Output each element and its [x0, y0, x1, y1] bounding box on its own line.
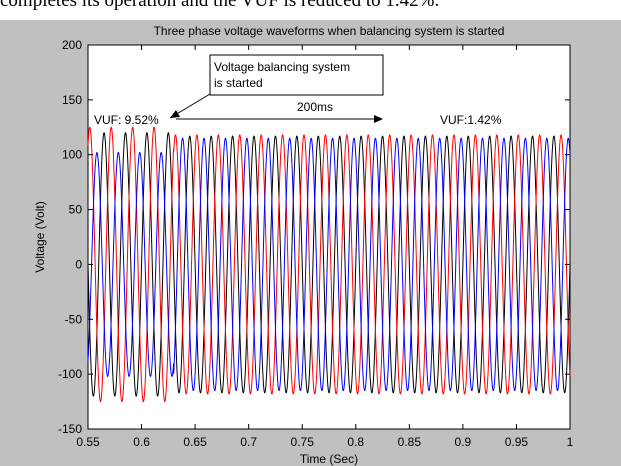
annotation-arrow-head [170, 110, 180, 118]
x-tick-label: 0.9 [455, 435, 472, 449]
caption-text: completes its operation and the VUF is r… [0, 0, 440, 11]
y-tick-label: 100 [62, 148, 82, 162]
y-tick-label: 50 [69, 203, 83, 217]
x-tick-label: 0.8 [347, 435, 364, 449]
x-tick-label: 0.85 [398, 435, 422, 449]
y-tick-label: 0 [75, 257, 82, 271]
series-line-2 [87, 137, 571, 392]
x-tick-label: 0.75 [291, 435, 315, 449]
x-axis-label: Time (Sec) [300, 452, 358, 466]
interval-label: 200ms [297, 100, 333, 114]
y-tick-label: -150 [58, 422, 82, 436]
y-tick-label: -50 [65, 312, 83, 326]
x-tick-label: 0.95 [505, 435, 529, 449]
x-tick-label: 0.65 [183, 435, 207, 449]
figure-window: Three phase voltage waveforms when balan… [0, 20, 621, 466]
y-axis-label: Voltage (Volt) [33, 201, 47, 272]
chart-svg: Three phase voltage waveforms when balan… [33, 24, 574, 466]
annotation-box [209, 54, 384, 96]
annotation-box-line-2: is started [214, 76, 263, 90]
annotation-box-line-1: Voltage balancing system [214, 60, 350, 74]
x-tick-label: 1 [567, 435, 574, 449]
annotations: Voltage balancing system is started VUF:… [94, 54, 502, 127]
caption-strip: completes its operation and the VUF is r… [0, 0, 621, 20]
series-line-0 [87, 132, 571, 397]
x-tick-label: 0.6 [133, 435, 150, 449]
vuf-after-label: VUF:1.42% [440, 113, 502, 127]
y-tick-label: -100 [58, 367, 82, 381]
y-tick-label: 150 [62, 93, 82, 107]
interval-arrow-head [374, 115, 383, 123]
axis-ticks: 0.55 0.6 0.65 0.7 0.75 0.8 0.85 0.9 0.95 1 -150 -10… [58, 38, 574, 449]
chart-title: Three phase voltage waveforms when balan… [154, 24, 505, 38]
y-tick-label: 200 [62, 38, 82, 52]
vuf-before-label: VUF: 9.52% [94, 113, 159, 127]
x-tick-label: 0.55 [76, 435, 100, 449]
waveform-group [87, 126, 571, 403]
plot-area [87, 44, 571, 430]
x-tick-label: 0.7 [240, 435, 257, 449]
